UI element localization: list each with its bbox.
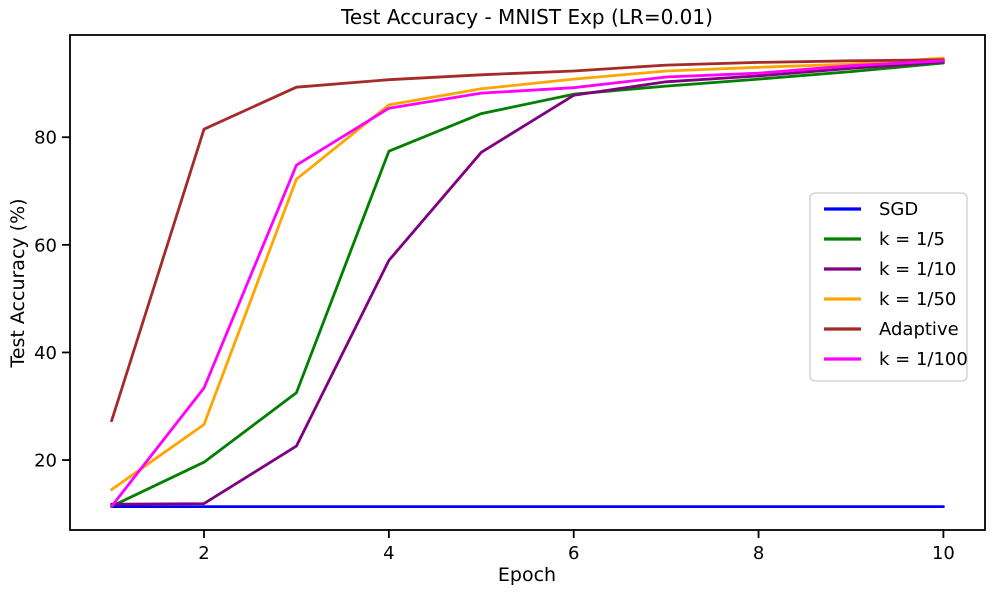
series-line-k-1-10: [110, 60, 945, 506]
x-tick-label: 2: [198, 543, 209, 564]
legend-item: k = 1/10: [824, 259, 956, 280]
legend-item: SGD: [824, 199, 918, 220]
x-tick-label: 8: [753, 543, 764, 564]
x-axis-label: Epoch: [498, 564, 556, 586]
legend-label: k = 1/10: [879, 259, 956, 280]
legend-label: k = 1/100: [879, 349, 968, 370]
series-line-k-1-5: [110, 61, 945, 508]
y-tick-label: 60: [34, 235, 57, 256]
legend-item: k = 1/5: [824, 229, 945, 250]
x-tick-label: 10: [932, 543, 955, 564]
axes-spines: [69, 34, 986, 531]
legend-label: Adaptive: [879, 319, 959, 340]
y-axis-label: Test Accuracy (%): [7, 198, 29, 368]
legend-label: k = 1/50: [879, 289, 956, 310]
legend-item: k = 1/100: [824, 349, 968, 370]
x-tick-label: 4: [383, 543, 394, 564]
series-line-k-1-100: [110, 59, 945, 508]
series-line-k-1-50: [110, 56, 945, 492]
x-tick-label: 6: [568, 543, 579, 564]
legend-label: SGD: [879, 199, 918, 220]
series-line-adaptive: [110, 58, 945, 423]
legend-label: k = 1/5: [879, 229, 945, 250]
axis-ticks: 2 4 6 8 10 20 40 60 80: [34, 128, 955, 564]
y-tick-label: 80: [34, 128, 57, 149]
series-lines: [110, 56, 945, 509]
chart-title: Test Accuracy - MNIST Exp (LR=0.01): [340, 5, 713, 29]
y-tick-label: 20: [34, 451, 57, 472]
legend: SGD k = 1/5 k = 1/10 k = 1/50 Adaptive k = 1/…: [809, 192, 968, 382]
legend-item: k = 1/50: [824, 289, 956, 310]
y-tick-label: 40: [34, 343, 57, 364]
legend-item: Adaptive: [824, 319, 959, 340]
